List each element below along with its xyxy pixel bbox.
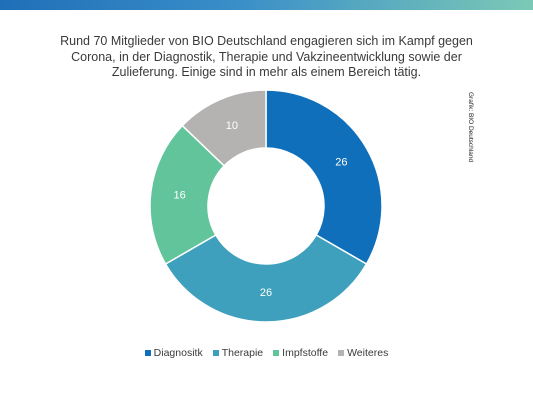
slice-value-label: 16	[174, 190, 186, 202]
chart-title: Rund 70 Mitglieder von BIO Deutschland e…	[60, 34, 473, 79]
legend-label: Impfstoffe	[282, 347, 329, 359]
slice-diagnositk	[265, 89, 383, 266]
slice-value-label: 10	[226, 120, 238, 132]
slice-impfstoffe	[149, 124, 226, 266]
legend-swatch	[144, 350, 151, 356]
legend-item: Diagnositk	[144, 347, 203, 359]
slice-value-label: 26	[335, 157, 347, 169]
legend-item: Therapie	[212, 347, 264, 359]
slice-value-label: 26	[260, 287, 272, 299]
slice-weiteres	[181, 89, 267, 167]
chart-legend: Diagnositk Therapie Impfstoffe Weiteres	[0, 347, 533, 359]
legend-swatch	[212, 350, 219, 356]
legend-swatch	[338, 350, 345, 356]
legend-label: Diagnositk	[153, 347, 203, 359]
slice-therapie	[164, 233, 368, 323]
legend-swatch	[273, 350, 280, 356]
top-gradient-bar	[0, 0, 533, 10]
legend-label: Therapie	[221, 347, 264, 359]
credit-label: Grafik: BIO Deutschland	[467, 92, 474, 163]
legend-item: Impfstoffe	[273, 347, 328, 359]
legend-label: Weiteres	[347, 347, 389, 359]
legend-item: Weiteres	[338, 347, 388, 359]
